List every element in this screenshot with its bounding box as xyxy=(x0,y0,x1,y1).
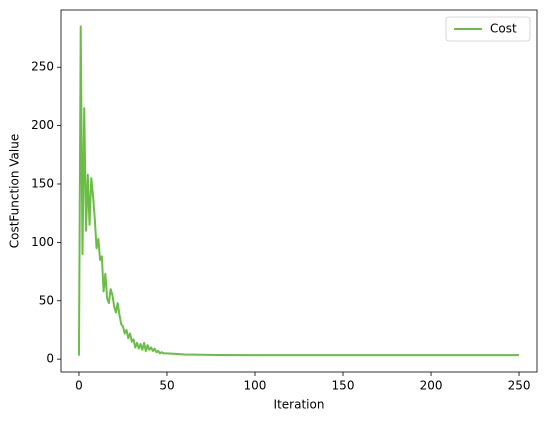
y-tick-label: 200 xyxy=(31,118,54,132)
y-tick-label: 50 xyxy=(39,293,54,307)
y-axis-label: CostFunction Value xyxy=(8,134,22,249)
x-tick-label: 0 xyxy=(75,379,83,393)
legend-box xyxy=(445,16,531,42)
line xyxy=(77,25,520,357)
x-tick-label: 50 xyxy=(159,379,174,393)
y-tick-label: 100 xyxy=(31,235,54,249)
axes-frame xyxy=(60,9,538,373)
y-tick-label: 150 xyxy=(31,176,54,190)
y-tick-label: 250 xyxy=(31,60,54,74)
x-tick-label: 200 xyxy=(420,379,443,393)
y-tick-label: 0 xyxy=(46,352,54,366)
x-axis-label: Iteration xyxy=(274,398,325,412)
legend-label: Cost xyxy=(490,22,517,36)
x-tick-label: 100 xyxy=(244,379,267,393)
x-tick-label: 250 xyxy=(508,379,531,393)
x-tick-label: 150 xyxy=(332,379,355,393)
